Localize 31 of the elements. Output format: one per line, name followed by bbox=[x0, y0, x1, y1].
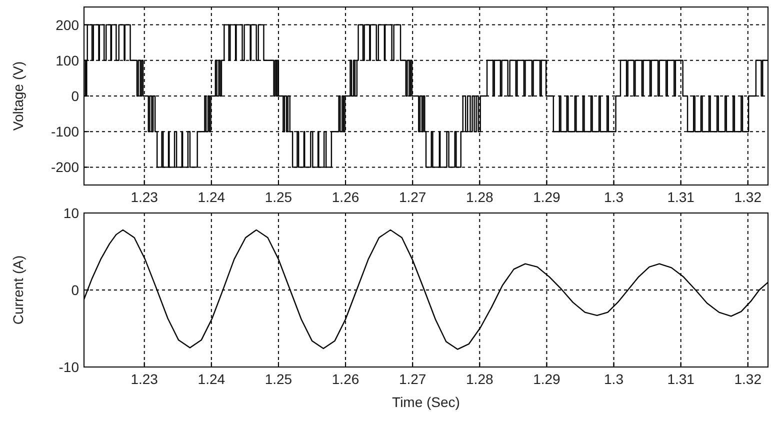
x-tick-label: 1.24 bbox=[198, 189, 226, 205]
x-tick-label: 1.29 bbox=[533, 371, 561, 387]
y-tick-label: -200 bbox=[50, 159, 80, 176]
x-tick-label: 1.24 bbox=[198, 371, 226, 387]
x-tick-label: 1.25 bbox=[264, 371, 292, 387]
x-tick-label: 1.23 bbox=[130, 371, 158, 387]
x-tick-label: 1.31 bbox=[667, 371, 695, 387]
y-tick-label: -100 bbox=[50, 124, 80, 140]
x-tick-label: 1.29 bbox=[533, 189, 561, 205]
x-tick-label: 1.28 bbox=[466, 189, 494, 205]
x-tick-label: 1.32 bbox=[734, 189, 762, 205]
x-tick-label: 1.31 bbox=[667, 189, 695, 205]
y-tick-label: 10 bbox=[63, 205, 80, 221]
x-tick-label: 1.25 bbox=[264, 189, 292, 205]
y-tick-label: 0 bbox=[71, 88, 80, 104]
x-tick-label: 1.27 bbox=[398, 189, 426, 205]
x-tick-label: 1.27 bbox=[398, 371, 426, 387]
x-tick-label: 1.3 bbox=[604, 371, 624, 387]
y-axis-title: Current (A) bbox=[10, 255, 26, 325]
x-tick-label: 1.23 bbox=[130, 189, 158, 205]
y-tick-label: 100 bbox=[56, 52, 80, 68]
y-tick-label: 200 bbox=[56, 16, 80, 33]
x-axis-title: Time (Sec) bbox=[392, 394, 460, 410]
x-tick-label: 1.26 bbox=[332, 189, 360, 205]
y-axis-title: Voltage (V) bbox=[10, 61, 26, 131]
x-tick-label: 1.28 bbox=[466, 371, 494, 387]
x-tick-label: 1.32 bbox=[734, 371, 762, 387]
y-tick-label: 0 bbox=[71, 282, 80, 298]
x-tick-label: 1.26 bbox=[332, 371, 360, 387]
y-tick-label: -10 bbox=[58, 359, 80, 375]
x-tick-label: 1.3 bbox=[604, 189, 624, 205]
